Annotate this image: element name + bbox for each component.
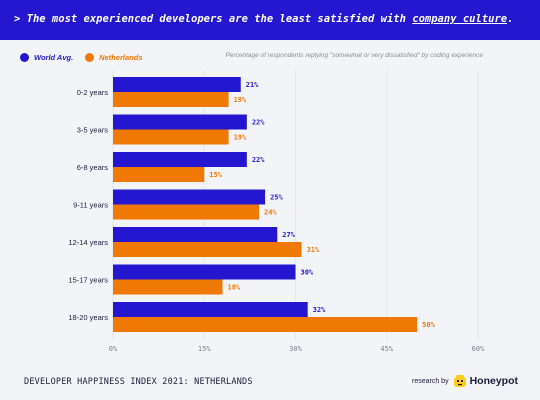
legend-swatch-netherlands: [85, 52, 95, 62]
legend-label-netherlands: Netherlands: [99, 52, 143, 62]
category-label: 9-11 years: [73, 201, 108, 210]
footer-index-label: DEVELOPER HAPPINESS INDEX 2021: NETHERLA…: [24, 377, 253, 387]
bar-netherlands: [113, 129, 229, 145]
value-label-world-avg: 22%: [252, 119, 265, 127]
value-label-netherlands: 18%: [228, 284, 241, 292]
chart-note: Percentage of respondents replying "some…: [225, 52, 483, 59]
category-label: 18-20 years: [68, 313, 108, 322]
x-tick-label: 60%: [472, 345, 485, 353]
bar-world-avg: [113, 152, 247, 167]
x-tick-label: 30%: [289, 345, 302, 353]
value-label-netherlands: 24%: [264, 209, 277, 217]
bar-netherlands: [113, 317, 418, 332]
value-label-netherlands: 31%: [307, 246, 320, 254]
bar-world-avg: [113, 227, 278, 242]
legend: World Avg. Netherlands: [20, 50, 155, 64]
value-label-world-avg: 25%: [270, 194, 283, 202]
headline-prefix: > The most experienced developers are th…: [14, 13, 413, 25]
value-label-netherlands: 50%: [422, 321, 435, 329]
x-tick-label: 0%: [109, 345, 118, 353]
bar-world-avg: [113, 264, 296, 280]
value-label-netherlands: 19%: [234, 134, 247, 142]
bar-netherlands: [113, 167, 205, 182]
bar-netherlands: [113, 204, 259, 220]
chart-header: > The most experienced developers are th…: [0, 0, 540, 40]
category-label: 12-14 years: [68, 238, 108, 247]
bar-netherlands: [113, 92, 229, 107]
category-label: 0-2 years: [77, 88, 109, 97]
category-label: 6-8 years: [77, 163, 109, 172]
value-label-world-avg: 22%: [252, 156, 265, 164]
value-label-netherlands: 15%: [209, 171, 222, 179]
legend-label-world: World Avg.: [34, 52, 74, 62]
value-label-world-avg: 32%: [313, 306, 326, 314]
chart-headline: > The most experienced developers are th…: [14, 13, 513, 25]
headline-suffix: .: [507, 13, 514, 25]
legend-item-world: World Avg.: [20, 52, 74, 62]
legend-item-netherlands: Netherlands: [85, 52, 143, 62]
bar-world-avg: [113, 77, 241, 92]
bar-world-avg: [113, 114, 247, 130]
x-tick-label: 45%: [380, 345, 393, 353]
footer-credit: research by Honeypot: [412, 372, 518, 390]
value-label-world-avg: 27%: [282, 231, 295, 239]
value-label-world-avg: 30%: [301, 269, 314, 277]
bar-world-avg: [113, 189, 266, 205]
honeypot-bee-icon: [453, 375, 466, 387]
legend-swatch-world: [20, 52, 29, 62]
category-label: 15-17 years: [68, 276, 108, 285]
bar-netherlands: [113, 242, 302, 257]
category-label: 3-5 years: [77, 126, 109, 135]
value-label-netherlands: 19%: [234, 96, 247, 104]
headline-highlight: company culture: [412, 13, 508, 25]
research-by-label: research by: [412, 377, 449, 385]
bar-netherlands: [113, 279, 223, 295]
brand-name: Honeypot: [469, 375, 518, 387]
bar-world-avg: [113, 302, 308, 317]
value-label-world-avg: 21%: [246, 81, 259, 89]
x-tick-label: 15%: [198, 345, 211, 353]
